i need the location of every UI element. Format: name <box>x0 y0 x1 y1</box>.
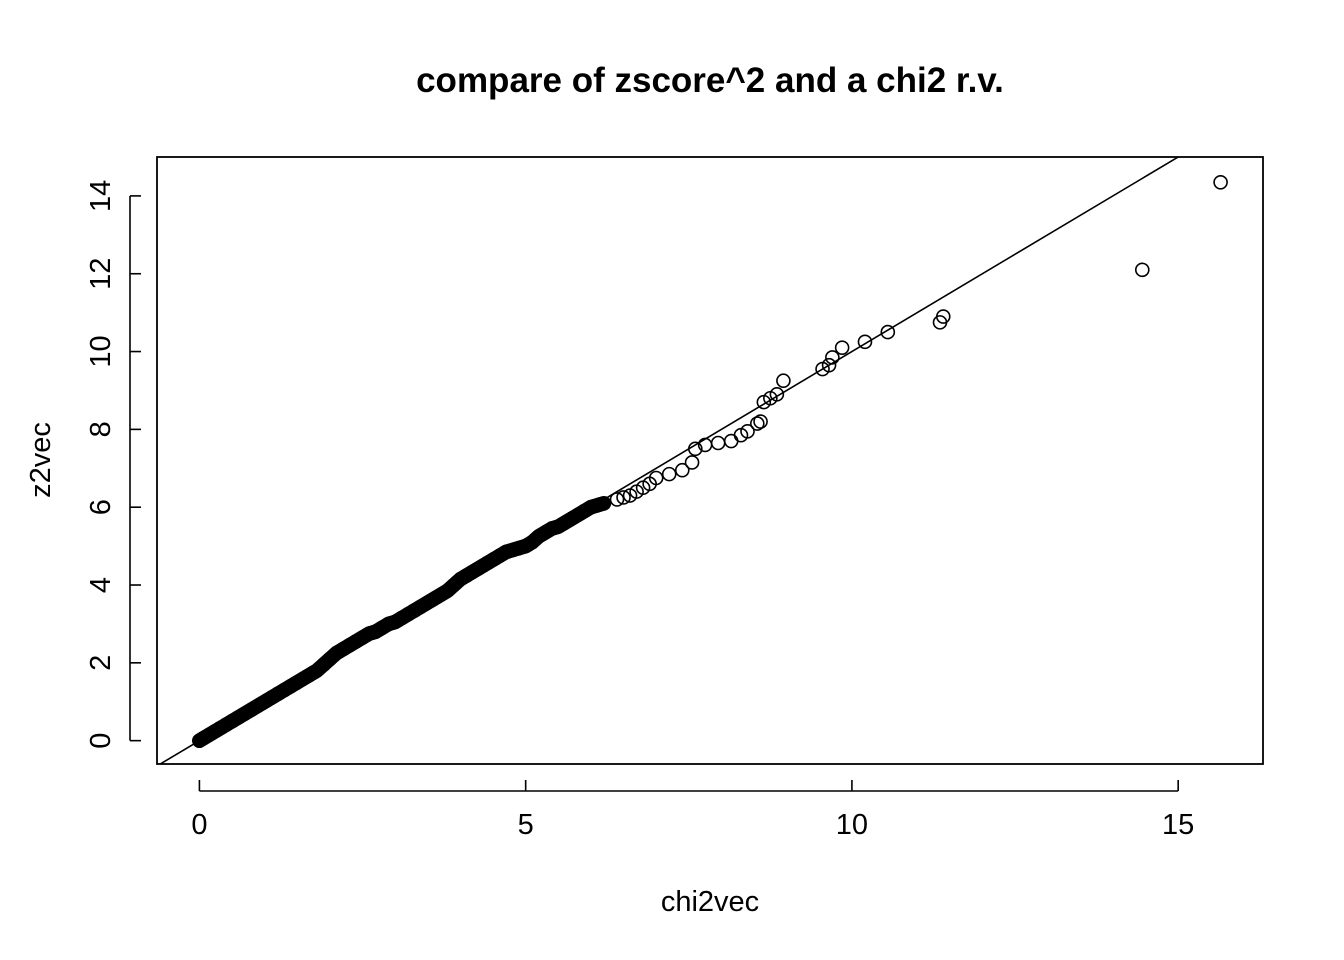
data-point <box>750 416 765 431</box>
y-tick-label: 6 <box>85 499 117 515</box>
y-axis: 0 2 4 6 8 10 12 14 <box>85 180 141 749</box>
data-point <box>688 441 703 457</box>
data-point <box>544 521 560 536</box>
y-tick-label: 8 <box>85 421 117 437</box>
x-axis: 0 5 10 15 <box>191 780 1194 841</box>
data-point <box>616 490 631 505</box>
x-axis-label: chi2vec <box>661 886 759 918</box>
data-point <box>857 334 873 350</box>
x-tick-label: 0 <box>191 809 207 841</box>
y-tick-label: 0 <box>85 733 117 749</box>
y-axis-label: z2vec <box>25 422 57 498</box>
data-point <box>821 357 837 373</box>
x-tick-label: 15 <box>1162 809 1194 841</box>
data-point <box>511 540 527 556</box>
data-point <box>740 424 755 439</box>
data-point <box>498 544 514 560</box>
y-tick-label: 12 <box>85 258 117 290</box>
x-tick-label: 5 <box>518 809 534 841</box>
data-point <box>769 387 785 402</box>
data-point <box>505 542 520 558</box>
y-tick-label: 4 <box>85 577 117 593</box>
plot-frame <box>156 156 1264 765</box>
y-tick-label: 2 <box>85 655 117 671</box>
data-point <box>648 470 664 486</box>
plot-area <box>158 157 1228 764</box>
data-point <box>710 435 726 451</box>
data-point <box>609 492 625 507</box>
data-point <box>825 350 840 365</box>
data-point <box>1213 174 1228 190</box>
data-point <box>776 373 791 389</box>
data-point <box>834 340 850 355</box>
data-point <box>661 466 677 482</box>
data-point <box>1134 262 1150 278</box>
data-point <box>684 455 700 470</box>
data-point <box>880 324 896 340</box>
data-point <box>381 616 396 632</box>
data-point <box>935 309 951 324</box>
data-point <box>753 414 768 429</box>
points-layer <box>192 174 1228 748</box>
data-point <box>596 496 612 511</box>
data-point <box>583 499 599 515</box>
y-tick-label: 14 <box>85 180 117 212</box>
data-point <box>674 462 690 478</box>
data-point <box>723 433 739 449</box>
y-tick-label: 10 <box>85 335 117 367</box>
chart-title: compare of zscore^2 and a chi2 r.v. <box>416 61 1004 100</box>
data-point <box>361 626 377 641</box>
x-tick-label: 10 <box>836 809 868 841</box>
